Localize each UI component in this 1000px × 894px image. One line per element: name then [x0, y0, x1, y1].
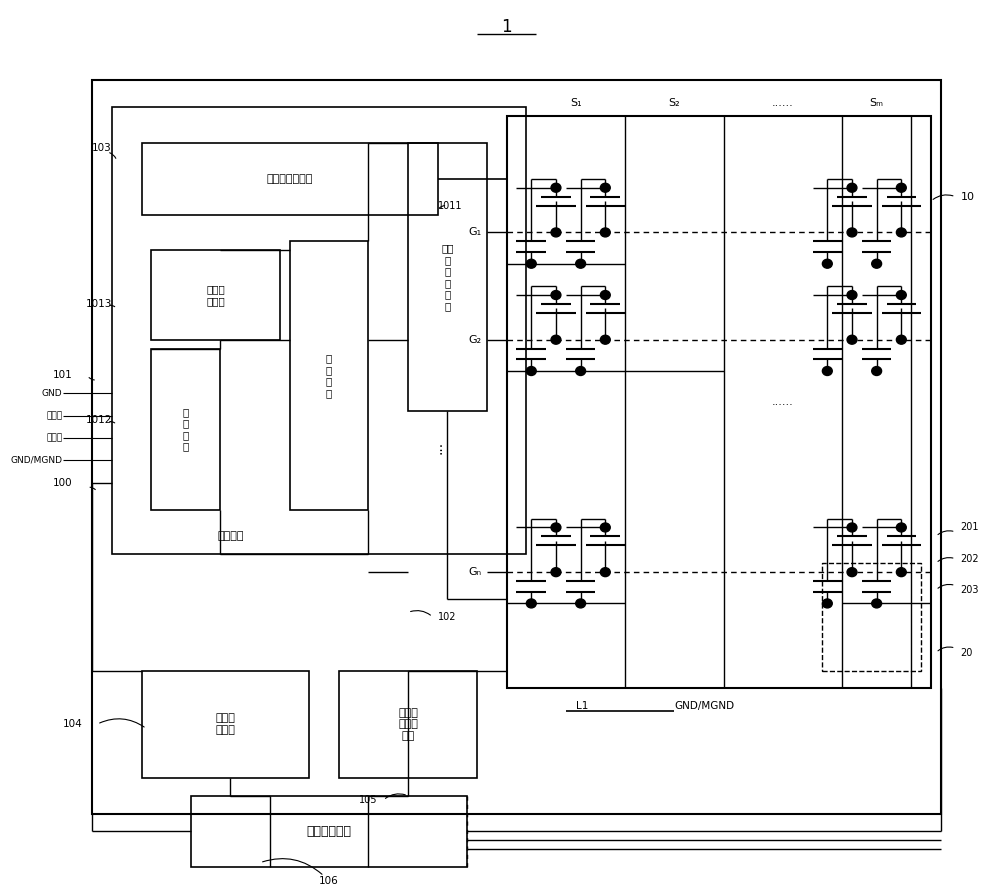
Text: 20: 20 — [961, 647, 973, 658]
Text: 201: 201 — [961, 522, 979, 533]
Text: G₁: G₁ — [469, 227, 482, 238]
Circle shape — [896, 291, 906, 299]
Circle shape — [551, 568, 561, 577]
Circle shape — [872, 367, 882, 375]
Text: Gₙ: Gₙ — [469, 567, 482, 578]
Circle shape — [847, 335, 857, 344]
Text: ......: ...... — [772, 397, 794, 408]
Text: GND: GND — [42, 389, 63, 398]
Text: 203: 203 — [961, 585, 979, 595]
Text: 106: 106 — [319, 875, 339, 886]
Circle shape — [600, 291, 610, 299]
Text: 触
发
单
元: 触 发 单 元 — [326, 353, 332, 398]
Text: 1012: 1012 — [86, 415, 112, 426]
Text: 公共电
压产生
电路: 公共电 压产生 电路 — [398, 707, 418, 741]
Circle shape — [896, 183, 906, 192]
Circle shape — [551, 183, 561, 192]
Circle shape — [822, 367, 832, 375]
Circle shape — [822, 259, 832, 268]
Text: 1: 1 — [501, 18, 512, 36]
Circle shape — [576, 259, 586, 268]
Text: S₂: S₂ — [669, 97, 680, 108]
Text: 101: 101 — [53, 370, 72, 381]
Text: 输出端: 输出端 — [46, 434, 63, 443]
Text: 数据选择单元: 数据选择单元 — [307, 825, 352, 838]
Circle shape — [600, 183, 610, 192]
Text: Sₘ: Sₘ — [870, 97, 884, 108]
Circle shape — [896, 568, 906, 577]
Circle shape — [847, 568, 857, 577]
Circle shape — [847, 183, 857, 192]
Circle shape — [896, 228, 906, 237]
Text: 102: 102 — [438, 611, 456, 622]
Circle shape — [526, 259, 536, 268]
Text: 控制单元: 控制单元 — [217, 531, 244, 542]
Text: GND/MGND: GND/MGND — [11, 456, 63, 465]
Text: 扫描
线
驱
动
单
元: 扫描 线 驱 动 单 元 — [441, 243, 454, 311]
Text: 104: 104 — [63, 719, 82, 730]
Circle shape — [896, 335, 906, 344]
Circle shape — [847, 228, 857, 237]
Circle shape — [847, 291, 857, 299]
Text: 调
制
单
元: 调 制 单 元 — [183, 407, 189, 451]
Circle shape — [896, 523, 906, 532]
Circle shape — [526, 367, 536, 375]
Circle shape — [600, 228, 610, 237]
Text: L1: L1 — [576, 701, 588, 712]
Circle shape — [847, 523, 857, 532]
Text: 1013: 1013 — [86, 299, 112, 309]
Text: 100: 100 — [53, 477, 72, 488]
Text: 触控检
测单元: 触控检 测单元 — [215, 713, 235, 735]
Circle shape — [526, 599, 536, 608]
Text: G₂: G₂ — [469, 334, 482, 345]
Circle shape — [872, 599, 882, 608]
Text: 数据线驱动单元: 数据线驱动单元 — [266, 173, 313, 184]
Circle shape — [872, 259, 882, 268]
Circle shape — [551, 335, 561, 344]
Text: 10: 10 — [961, 191, 975, 202]
Circle shape — [600, 568, 610, 577]
Text: GND/MGND: GND/MGND — [674, 701, 734, 712]
Text: 1011: 1011 — [438, 200, 462, 211]
Text: 202: 202 — [961, 553, 979, 564]
Text: ......: ...... — [772, 97, 794, 108]
Text: 105: 105 — [359, 795, 378, 805]
Circle shape — [600, 335, 610, 344]
Circle shape — [822, 599, 832, 608]
Text: 电压产
生单元: 电压产 生单元 — [206, 284, 225, 306]
Text: 103: 103 — [92, 142, 112, 153]
Circle shape — [551, 523, 561, 532]
Text: 输入端: 输入端 — [46, 411, 63, 420]
Circle shape — [576, 367, 586, 375]
Text: ...: ... — [431, 441, 445, 453]
Circle shape — [576, 599, 586, 608]
Text: S₁: S₁ — [570, 97, 582, 108]
Circle shape — [551, 228, 561, 237]
Circle shape — [551, 291, 561, 299]
Circle shape — [600, 523, 610, 532]
